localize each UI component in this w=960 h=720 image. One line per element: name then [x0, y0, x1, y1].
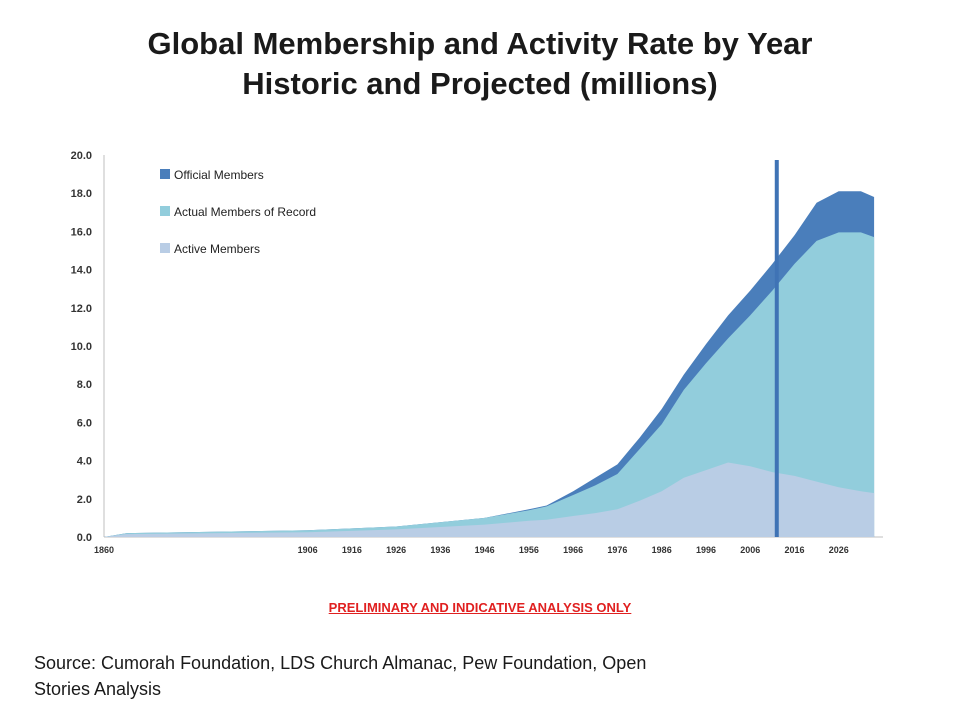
- y-tick-label: 16.0: [71, 226, 92, 238]
- x-tick-label: 1966: [563, 545, 583, 555]
- y-tick-label: 18.0: [71, 188, 92, 200]
- x-tick-label: 1956: [519, 545, 539, 555]
- x-tick-label: 1986: [652, 545, 672, 555]
- x-tick-label: 1916: [342, 545, 362, 555]
- chart-title: Global Membership and Activity Rate by Y…: [0, 24, 960, 104]
- legend-swatch: [160, 206, 170, 216]
- legend-label: Actual Members of Record: [174, 205, 316, 219]
- preliminary-notice: PRELIMINARY AND INDICATIVE ANALYSIS ONLY: [328, 600, 632, 615]
- chart-title-line-2: Historic and Projected (millions): [242, 66, 718, 101]
- x-tick-label: 1926: [386, 545, 406, 555]
- y-tick-label: 20.0: [71, 150, 92, 162]
- y-tick-label: 10.0: [71, 341, 92, 353]
- y-tick-label: 0.0: [77, 532, 92, 544]
- x-tick-label: 2026: [829, 545, 849, 555]
- source-note: Source: Cumorah Foundation, LDS Church A…: [34, 653, 647, 699]
- x-tick-label: 1996: [696, 545, 716, 555]
- y-tick-label: 14.0: [71, 265, 92, 277]
- chart-title-line-1: Global Membership and Activity Rate by Y…: [147, 26, 813, 61]
- x-tick-label: 2006: [740, 545, 760, 555]
- legend-swatch: [160, 169, 170, 179]
- legend-swatch: [160, 243, 170, 253]
- y-tick-label: 2.0: [77, 494, 92, 506]
- x-tick-label: 1936: [430, 545, 450, 555]
- y-tick-label: 8.0: [77, 379, 92, 391]
- x-tick-label: 1906: [298, 545, 318, 555]
- area-chart: 0.0 2.0 4.0 6.0 8.0 10.0 12.0 14.0 16.0 18.0 20.0 1…: [71, 150, 883, 555]
- series-area-2: [104, 232, 875, 537]
- x-tick-label: 2016: [784, 545, 804, 555]
- y-tick-label: 12.0: [71, 303, 92, 315]
- x-tick-label: 1860: [94, 545, 114, 555]
- legend-label: Active Members: [174, 242, 260, 256]
- legend-label: Official Members: [174, 168, 264, 182]
- y-tick-label: 4.0: [77, 456, 92, 468]
- x-tick-label: 1976: [607, 545, 627, 555]
- y-tick-label: 6.0: [77, 417, 92, 429]
- x-tick-label: 1946: [475, 545, 495, 555]
- series-area-3: [104, 462, 875, 537]
